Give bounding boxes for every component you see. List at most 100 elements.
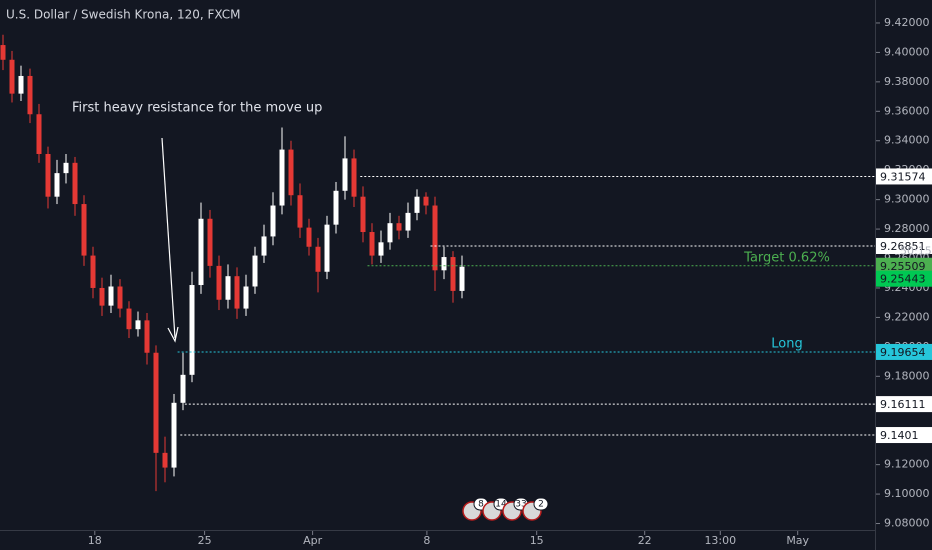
event-count: 2 [538,500,544,510]
candle-body [108,286,114,306]
y-tick-label: 9.08000 [884,517,930,530]
candle-body [459,266,465,291]
level-label-box [876,343,932,360]
candle-body [315,246,321,272]
candle-body [333,190,339,225]
y-tick-label: 9.42000 [884,16,930,29]
x-tick-label: 15 [530,534,544,547]
y-tick-label: 9.10000 [884,487,930,500]
event-count: 14 [495,500,507,510]
y-tick-label: 9.34000 [884,134,930,147]
candle-body [99,287,105,306]
y-tick-label: 9.12000 [884,458,930,471]
candle-body [18,75,24,94]
candle-body [117,286,123,309]
x-tick-label: May [786,534,809,547]
candle-body [153,352,159,453]
level-label: 9.1401 [880,429,919,442]
candle-body [306,227,312,247]
candle-body [324,224,330,272]
candle-body [360,196,366,233]
annotation: First heavy resistance for the move up [72,101,322,116]
y-tick-label: 9.36000 [884,104,930,117]
level-text: Target 0.62% [743,250,830,265]
y-tick-label: 9.38000 [884,75,930,88]
candle-body [297,195,303,228]
candle-body [45,153,51,197]
candle-body [9,59,15,94]
last-price-box [876,270,932,287]
level-label-box [876,257,932,274]
y-tick-label: 9.22000 [884,310,930,323]
event-badge [533,497,549,511]
level-label-box [876,168,932,185]
level-label-box [876,237,932,254]
candle-body [162,452,168,468]
y-tick-label: 9.30000 [884,193,930,206]
candle-body [90,255,96,288]
candle-body [342,158,348,191]
candle-body [243,286,249,309]
candle-body [279,149,285,206]
candle-body [261,236,267,256]
candle-body [450,257,456,291]
level-label: 9.26851 [880,240,926,253]
candle-body [441,257,447,271]
candle-body [27,75,33,115]
x-tick-label: 13:00 [704,534,736,547]
candle-body [171,402,177,468]
level-label: 9.25509 [880,260,926,273]
level-label: 9.19654 [880,346,926,359]
x-tick-label: 22 [638,534,652,547]
arrow-head [167,326,179,343]
candle-body [369,232,375,256]
x-tick-label: 25 [198,534,212,547]
candle-body [81,204,87,256]
y-tick-label: 9.40000 [884,45,930,58]
candle-body [0,45,6,60]
candle-body [270,205,276,237]
event-count: 8 [478,500,484,510]
candle-body [288,149,294,196]
candle-body [252,255,258,287]
candle-body [54,173,60,197]
x-tick-label: 18 [88,534,102,547]
candle-body [414,196,420,213]
candle-body [198,218,204,286]
candle-body [63,162,69,174]
level-label: 9.31574 [880,170,926,183]
candle-body [72,162,78,205]
candle-body [135,320,141,330]
candle-body [189,285,195,375]
candle-body [405,212,411,231]
candle-body [423,196,429,206]
chart-title: U.S. Dollar / Swedish Krona, 120, FXCM [6,8,240,22]
candle-body [36,114,42,154]
candle-body [126,308,132,330]
event-count: 33 [515,500,526,510]
level-label-box [876,427,932,444]
candle-body [216,265,222,300]
y-tick-label: 9.28000 [884,222,930,235]
level-label: 9.16111 [880,398,926,411]
level-label-box [876,396,932,413]
candle-body [234,276,240,309]
candle-body [378,242,384,256]
last-price-label: 9.25443 [880,273,926,286]
candle-body [351,158,357,197]
countdown: 50:15 [900,245,932,258]
candle-body [207,218,213,266]
x-tick-label: 8 [423,534,430,547]
annotation-arrow [161,137,176,339]
candle-body [432,205,438,271]
candle-body [144,320,150,353]
candle-body [225,276,231,300]
x-tick-label: Apr [303,534,323,547]
candle-body [180,374,186,403]
level-text: Long [771,336,802,351]
candle-body [387,223,393,243]
y-tick-label: 9.18000 [884,369,930,382]
candle-body [396,223,402,231]
